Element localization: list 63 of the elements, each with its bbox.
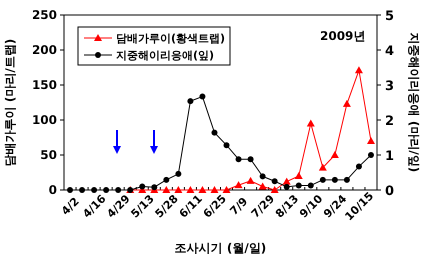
- point: [344, 176, 350, 183]
- y2-tick-label: 4: [385, 44, 394, 59]
- point: [174, 186, 182, 193]
- point: [248, 156, 254, 162]
- point: [115, 187, 122, 193]
- point: [234, 181, 243, 188]
- point: [198, 186, 206, 193]
- point: [282, 178, 291, 185]
- point: [91, 187, 98, 193]
- point: [270, 186, 279, 193]
- x-axis-title: 조사시기 (월/일): [174, 241, 266, 255]
- point: [272, 178, 278, 184]
- legend-label: 담배가루이(황색트랩): [116, 32, 226, 45]
- point: [318, 164, 327, 171]
- y2-tick-label: 0: [385, 184, 394, 199]
- point: [320, 176, 326, 183]
- y-axis-title: 담배가루이 (마리/트랩): [3, 38, 17, 166]
- point: [79, 187, 86, 193]
- point: [187, 98, 194, 104]
- point: [224, 142, 230, 148]
- x-tick-label: 4/2: [58, 194, 82, 218]
- point: [151, 184, 158, 190]
- point: [210, 186, 218, 193]
- x-tick-label: 7/9: [227, 194, 250, 218]
- point: [296, 182, 302, 188]
- point: [366, 137, 375, 144]
- point: [260, 173, 266, 180]
- point: [258, 182, 267, 190]
- y-tick-label: 150: [32, 78, 57, 92]
- point: [342, 100, 351, 107]
- point: [368, 152, 374, 158]
- point: [211, 130, 218, 136]
- point: [330, 151, 339, 158]
- point: [236, 156, 242, 162]
- point: [222, 186, 231, 193]
- point: [308, 182, 314, 188]
- point: [139, 184, 146, 190]
- y-tick-label: 100: [32, 113, 57, 127]
- point: [163, 176, 170, 183]
- y2-tick-label: 2: [385, 114, 394, 129]
- y2-axis-title: 지중해이리응애 (마리/잎): [407, 32, 421, 172]
- point: [199, 94, 206, 100]
- y2-tick-label: 3: [385, 79, 394, 94]
- point: [175, 170, 182, 177]
- annotation: 2009년: [320, 29, 366, 43]
- point: [294, 172, 303, 179]
- point: [354, 66, 363, 74]
- y-tick-label: 200: [32, 43, 57, 57]
- point: [306, 120, 315, 126]
- y-tick-label: 250: [32, 8, 57, 22]
- point: [67, 187, 74, 193]
- y-tick-label: 50: [40, 148, 57, 162]
- legend-label: 지중해이리응애(잎): [115, 49, 214, 62]
- point: [284, 184, 290, 190]
- y2-tick-label: 1: [385, 149, 394, 164]
- point: [103, 187, 110, 193]
- point: [162, 186, 170, 193]
- y2-tick-label: 5: [385, 9, 394, 24]
- point: [332, 176, 338, 183]
- point: [186, 186, 194, 193]
- point: [356, 164, 362, 170]
- y-tick-label: 0: [48, 183, 57, 197]
- point: [246, 176, 255, 184]
